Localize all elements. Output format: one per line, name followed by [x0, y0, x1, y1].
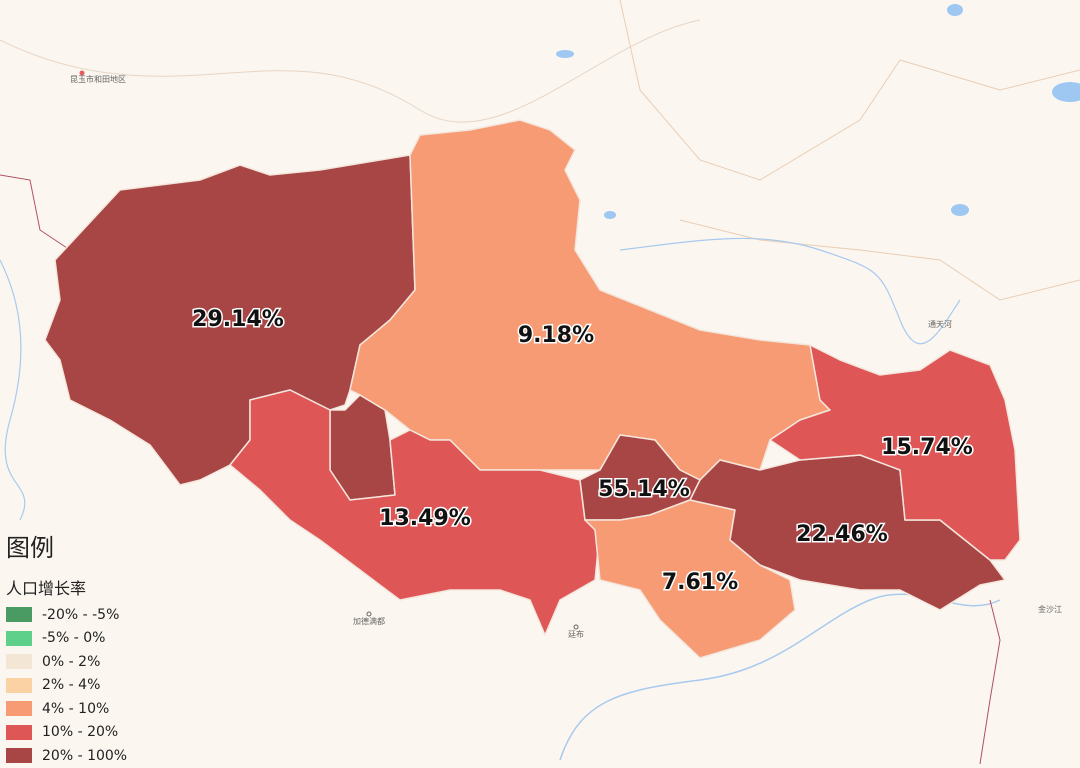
place-label: 金沙江 [1038, 604, 1062, 614]
value-label-nagqu: 9.18% [518, 323, 594, 348]
value-label-nyingchi: 22.46% [796, 522, 888, 547]
place-label: 通天河 [928, 319, 952, 329]
legend-label: 10% - 20% [42, 724, 119, 741]
legend-label: 4% - 10% [42, 700, 110, 717]
region-chamdo[interactable] [769, 344, 1021, 561]
regions [44, 119, 1021, 659]
place-label: 加德满都 [353, 616, 385, 626]
legend-item: -20% - -5% [6, 603, 127, 627]
place-label: 廷布 [568, 629, 584, 639]
legend-label: -20% - -5% [42, 606, 120, 623]
value-labels: 29.14% 9.18% 13.49% 55.14% 7.61% 22.46% … [191, 306, 975, 597]
legend-item: 20% - 100% [6, 744, 127, 768]
legend-item: -5% - 0% [6, 627, 127, 651]
legend-label: -5% - 0% [42, 630, 106, 647]
legend-label: 20% - 100% [42, 747, 128, 764]
value-label-lhasa: 55.14% [598, 477, 690, 502]
place-label: 和田地区 [94, 74, 126, 84]
legend-title: 图例 [6, 534, 54, 562]
legend-swatch [6, 748, 32, 764]
legend-swatch [6, 677, 32, 693]
value-label-shigatse: 13.49% [379, 506, 471, 531]
legend-label: 2% - 4% [42, 677, 101, 694]
legend-swatch [6, 724, 32, 740]
value-label-shannan: 7.61% [662, 570, 738, 595]
legend-swatch [6, 607, 32, 623]
legend-label: 0% - 2% [42, 653, 101, 670]
legend-item: 0% - 2% [6, 650, 127, 674]
region-nyingchi[interactable] [689, 454, 1006, 611]
legend-swatch [6, 630, 32, 646]
legend-swatch [6, 701, 32, 717]
region-nagqu[interactable] [349, 119, 831, 481]
legend-item: 2% - 4% [6, 674, 127, 698]
region-shannan[interactable] [584, 499, 796, 659]
legend: 图例 人口增长率 -20% - -5% -5% - 0% 0% - 2% 2% - 4… [6, 528, 127, 768]
value-label-ngari: 29.14% [192, 307, 284, 332]
legend-item: 10% - 20% [6, 721, 127, 745]
value-label-chamdo: 15.74% [881, 435, 973, 460]
legend-item: 4% - 10% [6, 697, 127, 721]
place-label: 昆玉市 [70, 74, 94, 84]
legend-subtitle: 人口增长率 [6, 579, 87, 598]
legend-swatch [6, 654, 32, 670]
